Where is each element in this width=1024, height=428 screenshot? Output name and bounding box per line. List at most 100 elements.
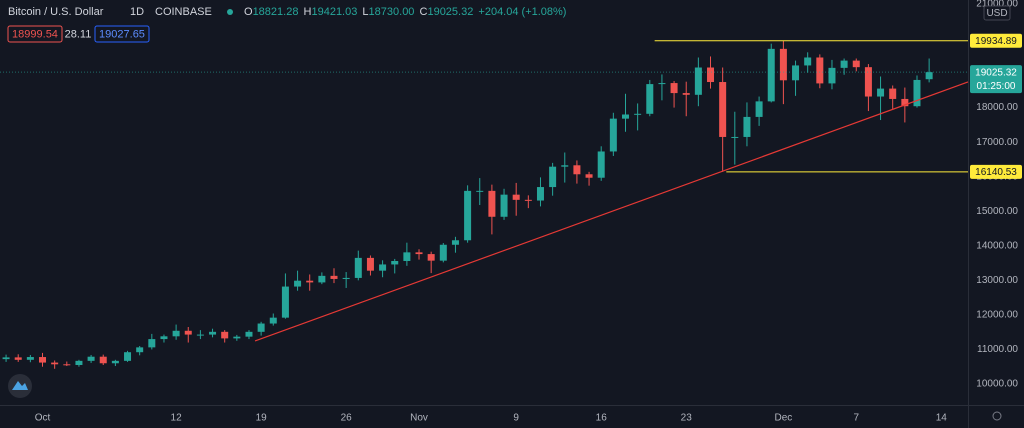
candle-body xyxy=(269,317,277,324)
candle-body xyxy=(87,356,95,361)
candle-body xyxy=(816,57,824,84)
candle-body xyxy=(840,60,848,68)
candle-body xyxy=(779,48,787,81)
x-tick-label: 9 xyxy=(513,413,519,424)
candle-body xyxy=(415,252,423,255)
bid-box[interactable] xyxy=(7,25,63,43)
candle-body xyxy=(148,339,156,348)
ohlc-legend: O18821.28 H19421.03 L18730.00 C19025.32 … xyxy=(244,6,566,18)
candle-body xyxy=(281,286,289,318)
candle-body xyxy=(731,136,739,138)
y-tick-label: 11000.00 xyxy=(977,344,1018,355)
candle-body xyxy=(828,67,836,84)
exchange: COINBASE xyxy=(155,6,212,18)
candle-body xyxy=(39,357,47,363)
candle-body xyxy=(852,60,860,68)
x-tick-label: 12 xyxy=(171,413,183,424)
candle-body xyxy=(804,57,812,66)
last-price-label: 19025.32 xyxy=(975,67,1017,78)
candle-body xyxy=(585,174,593,178)
candle-body xyxy=(694,67,702,95)
ohlc-value: 19025.32 xyxy=(427,6,473,18)
candle-body xyxy=(889,88,897,99)
countdown: 01:25:00 xyxy=(977,81,1016,92)
candle-body xyxy=(160,336,168,340)
candle-body xyxy=(913,79,921,107)
candle-body xyxy=(63,364,71,366)
candle-body xyxy=(439,244,447,261)
y-tick-label: 12000.00 xyxy=(976,310,1018,321)
ohlc-key: C xyxy=(420,6,428,18)
price-axis: 10000.00 11000.00 12000.00 13000.00 14000.00… xyxy=(35,0,1022,424)
candle-body xyxy=(549,166,557,188)
candle-body xyxy=(14,357,22,360)
candle-body xyxy=(245,331,253,337)
x-tick-label: 16 xyxy=(596,413,608,424)
candle-body xyxy=(99,356,107,364)
candle-body xyxy=(257,323,265,332)
candle-body xyxy=(366,257,374,271)
candle-body xyxy=(573,165,581,175)
candle-body xyxy=(75,360,83,365)
last-price-tag xyxy=(970,65,1022,94)
candle-body xyxy=(792,65,800,81)
candle-body xyxy=(306,280,314,283)
currency: USD xyxy=(986,8,1007,19)
candle-body xyxy=(391,260,399,265)
y-tick-label: 18000.00 xyxy=(976,102,1018,113)
interval: 1D xyxy=(130,6,144,18)
candle-body xyxy=(658,83,666,85)
x-tick-label: 7 xyxy=(853,413,859,424)
candle-body xyxy=(707,67,715,83)
candle-body xyxy=(233,336,241,339)
ohlc-value: 18821.28 xyxy=(253,6,299,18)
spread: 28.11 xyxy=(65,28,92,40)
candle-body xyxy=(403,252,411,261)
x-tick-label: Dec xyxy=(774,413,792,424)
level-tag-label: 16140.53 xyxy=(975,167,1017,178)
trendline xyxy=(254,81,969,342)
candle-body xyxy=(634,113,642,115)
currency-box[interactable] xyxy=(983,5,1011,21)
candle-body xyxy=(682,93,690,95)
y-tick-label: 17000.00 xyxy=(976,137,1018,148)
y-tick-label: 15000.00 xyxy=(976,206,1018,217)
ohlc-value: 18730.00 xyxy=(369,6,415,18)
settings-icon[interactable] xyxy=(992,411,1002,421)
x-tick-label: 19 xyxy=(256,413,268,424)
candle-body xyxy=(743,116,751,137)
candle-body xyxy=(111,360,119,364)
candle-body xyxy=(646,84,654,114)
candle-body xyxy=(379,264,387,271)
candle-body xyxy=(609,118,617,152)
candle-body xyxy=(51,362,59,365)
y-tick-label: 14000.00 xyxy=(976,240,1018,251)
candle-body xyxy=(925,72,933,80)
candle-body xyxy=(172,330,180,337)
x-tick-label: 23 xyxy=(681,413,693,424)
candle-body xyxy=(500,194,508,217)
candle-body xyxy=(621,114,629,119)
candle-body xyxy=(2,357,10,360)
x-tick-label: Oct xyxy=(35,413,51,424)
candle-body xyxy=(464,190,472,241)
candle-body xyxy=(330,275,338,279)
y-tick-label: 10000.00 xyxy=(976,379,1018,390)
candle-body xyxy=(670,83,678,94)
ohlc-key: L xyxy=(362,6,368,18)
candle-body xyxy=(476,190,484,192)
ohlc-key: O xyxy=(244,6,253,18)
symbol-title: Bitcoin / U.S. Dollar xyxy=(8,6,104,18)
candle-body xyxy=(512,194,520,200)
level-tag-label: 19934.89 xyxy=(975,36,1017,47)
candle-body xyxy=(136,347,144,353)
candle-body xyxy=(767,48,775,102)
status-dot xyxy=(227,9,233,15)
bid: 18999.54 xyxy=(12,28,58,40)
ask-box[interactable] xyxy=(94,25,150,43)
change: +204.04 (+1.08%) xyxy=(478,6,566,18)
candle-body xyxy=(427,254,435,261)
candle-body xyxy=(877,88,885,97)
ohlc-key: H xyxy=(304,6,312,18)
